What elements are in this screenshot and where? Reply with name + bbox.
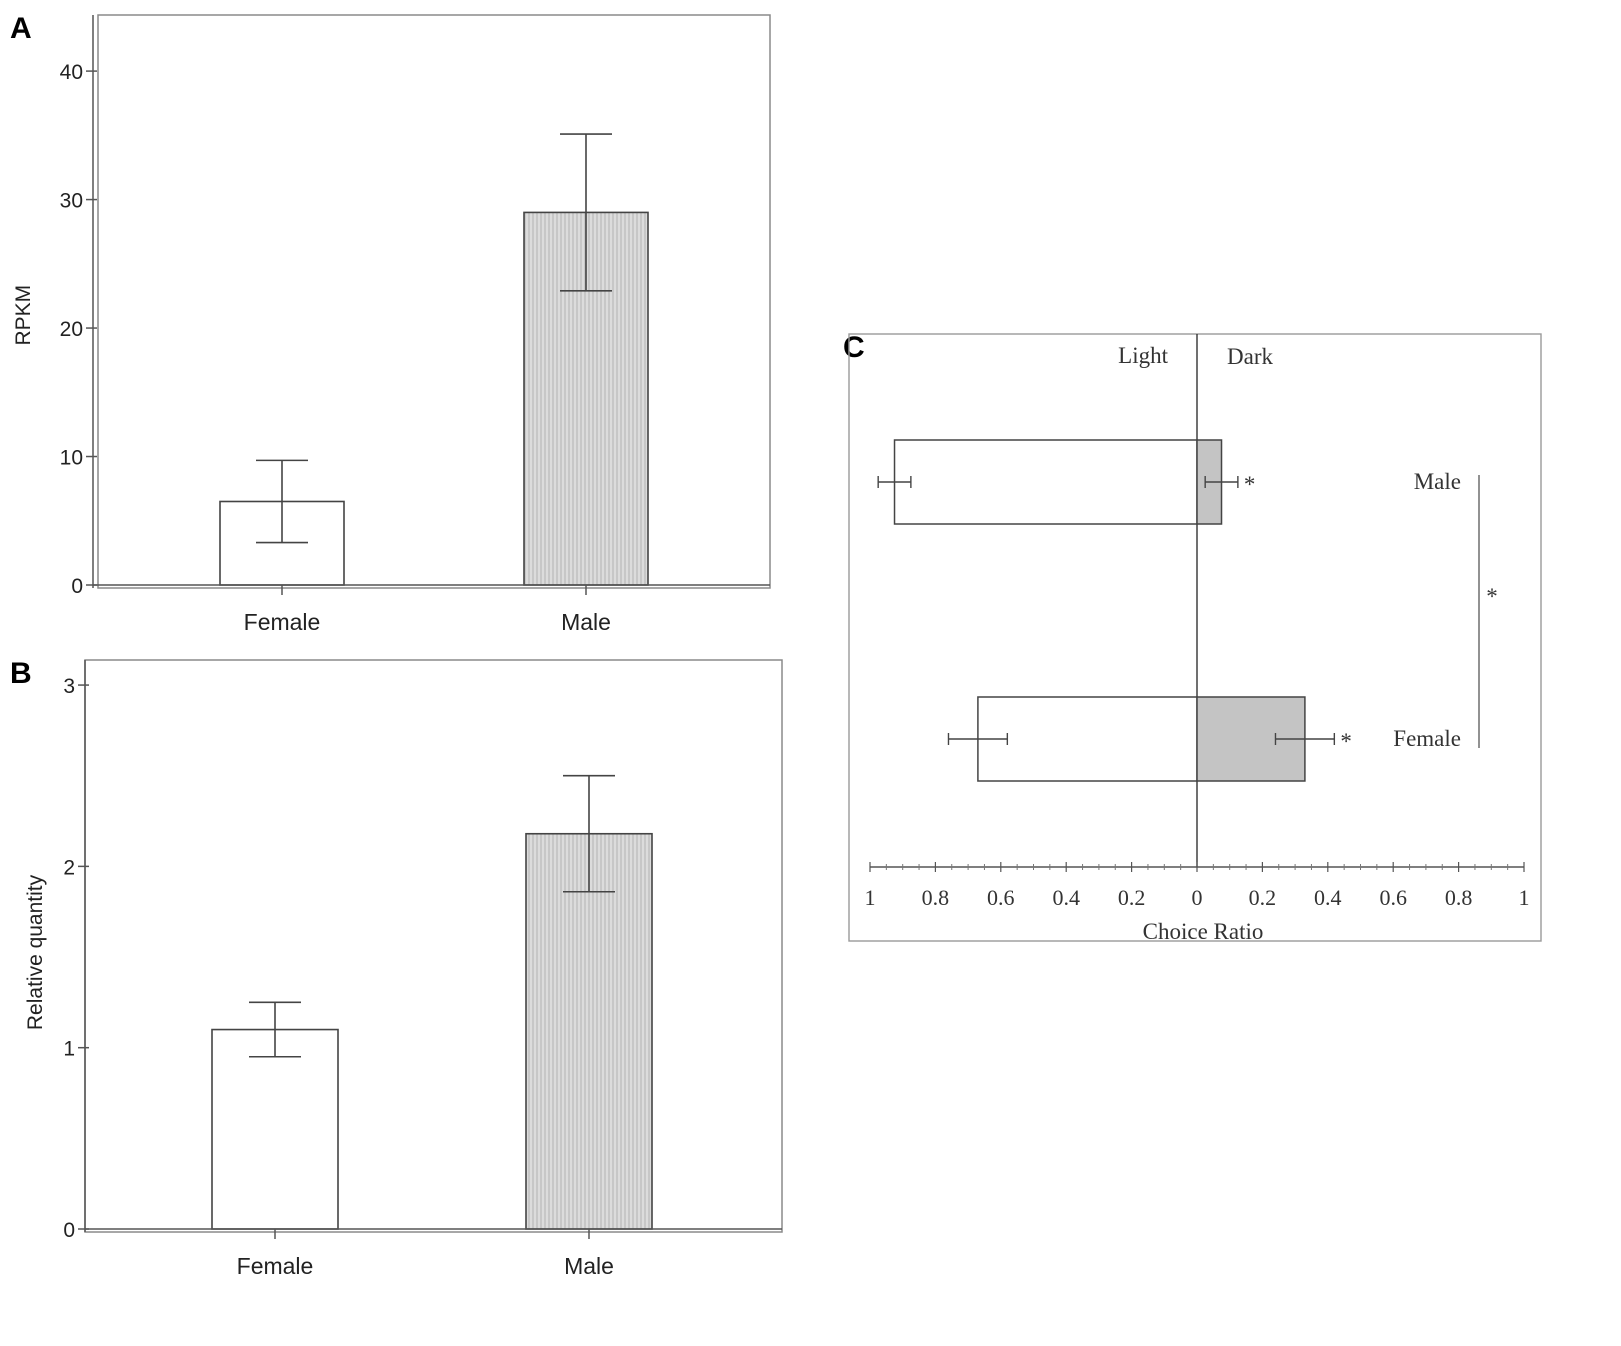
c-x-tick-label: 0 <box>1192 885 1203 910</box>
a-y-tick-label: 30 <box>60 190 83 213</box>
b-y-tick-label: 3 <box>63 675 75 698</box>
c-significance-mark: * <box>1244 472 1256 497</box>
a-y-tick-label: 40 <box>60 61 83 84</box>
c-group-significance-mark: * <box>1486 584 1498 609</box>
panel-c-letter: C <box>843 331 865 364</box>
c-x-tick-label: 0.2 <box>1249 885 1277 910</box>
panel-b-letter: B <box>10 657 32 690</box>
b-y-axis-label: Relative quantity <box>24 874 47 1030</box>
b-y-tick-label: 2 <box>63 856 75 879</box>
a-x-label: Male <box>561 609 611 635</box>
c-x-tick-label: 0.2 <box>1118 885 1146 910</box>
chart-b-relative-quantity: 0 1 2 3 Relative quantity Female Male <box>24 659 783 1279</box>
c-light-label: Light <box>1118 343 1168 368</box>
c-x-tick-label: 0.6 <box>1379 885 1407 910</box>
c-x-axis-label: Choice Ratio <box>1143 919 1264 944</box>
panel-a-letter: A <box>10 12 32 45</box>
a-y-tick-label: 0 <box>71 575 83 598</box>
c-x-tick-label: 1 <box>865 885 876 910</box>
a-y-axis-label: RPKM <box>12 285 35 346</box>
c-frame <box>848 333 1542 942</box>
a-y-tick-label: 20 <box>60 318 83 341</box>
a-y-tick-label: 10 <box>60 447 83 470</box>
a-frame <box>97 14 771 589</box>
b-bar-male <box>525 832 653 1230</box>
c-x-tick-label: 0.4 <box>1052 885 1080 910</box>
b-bar-female <box>211 1028 339 1230</box>
c-category-label-male: Male <box>1414 469 1461 494</box>
c-x-tick-label: 0.8 <box>1445 885 1473 910</box>
b-y-tick-label: 1 <box>63 1038 75 1061</box>
a-x-label: Female <box>244 609 321 635</box>
b-x-label: Female <box>237 1253 314 1279</box>
chart-c-choice-ratio: Light Dark * Male * Female * 1 0.8 0.6 0.4 0.2 0 0.2 0… <box>848 333 1542 944</box>
c-dark-label: Dark <box>1227 344 1273 369</box>
c-x-tick-label: 0.6 <box>987 885 1015 910</box>
c-significance-mark: * <box>1340 729 1352 754</box>
b-x-label: Male <box>564 1253 614 1279</box>
c-bar-light-female <box>977 696 1198 782</box>
chart-a-rpkm: 0 10 20 30 40 RPKM Female Male <box>12 14 771 635</box>
c-x-tick-label: 0.8 <box>922 885 950 910</box>
c-x-tick-label: 1 <box>1519 885 1530 910</box>
b-frame <box>84 659 783 1233</box>
c-x-tick-label: 0.4 <box>1314 885 1342 910</box>
c-category-label-female: Female <box>1393 726 1461 751</box>
c-bar-light-male <box>893 439 1198 525</box>
b-y-tick-label: 0 <box>63 1219 75 1242</box>
